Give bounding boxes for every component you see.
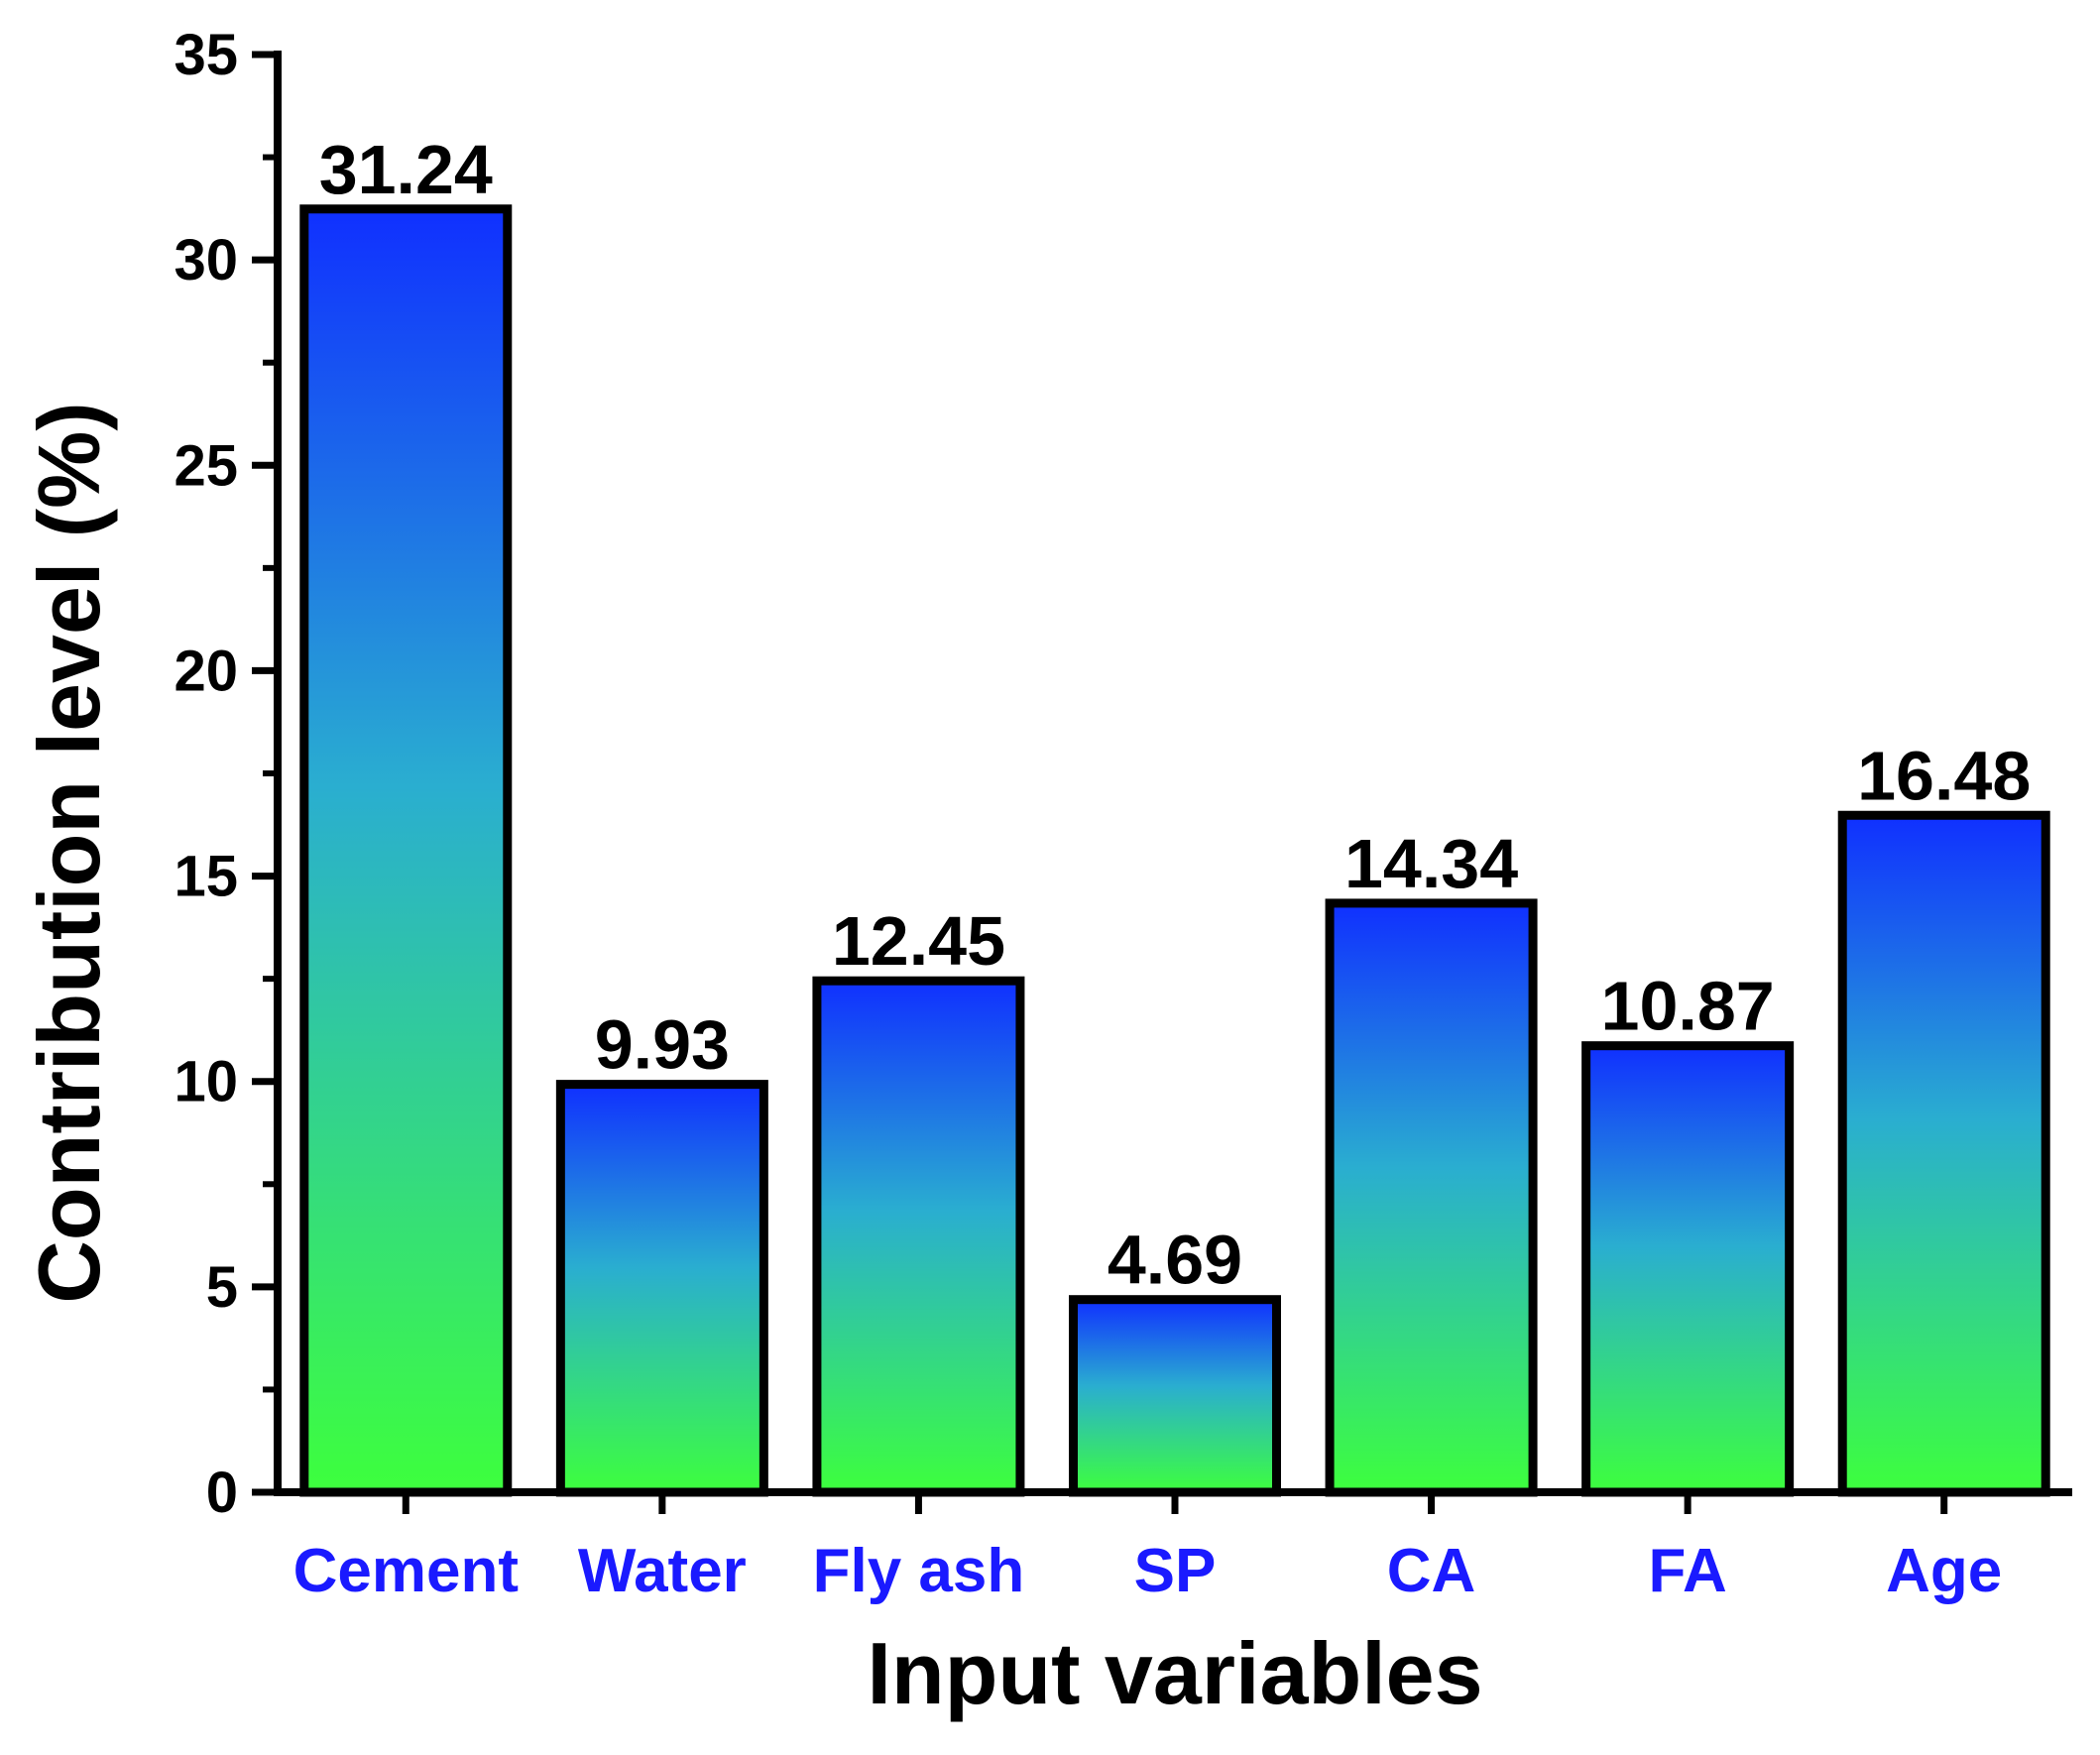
value-label: 31.24 — [319, 131, 493, 208]
x-tick-label: Age — [1886, 1537, 2002, 1605]
y-tick-label: 0 — [206, 1461, 238, 1525]
y-axis-title: Contribution level (%) — [20, 402, 118, 1303]
value-label: 9.93 — [595, 1006, 730, 1084]
y-tick-label: 10 — [174, 1050, 238, 1114]
x-tick-label: Cement — [293, 1537, 519, 1605]
bar-fa — [1581, 1041, 1795, 1497]
y-tick-label: 20 — [174, 639, 238, 703]
value-labels-layer: 31.24 9.93 12.45 4.69 14.34 10.87 16.48 — [319, 131, 2032, 1299]
x-ticks-layer: Cement Water Fly ash SP CA FA Age — [293, 1492, 2002, 1605]
value-label: 16.48 — [1857, 737, 2031, 814]
x-tick-label: SP — [1134, 1537, 1217, 1605]
y-tick-label: 35 — [174, 23, 238, 87]
y-tick-label: 5 — [206, 1255, 238, 1320]
bar-sp — [1069, 1295, 1281, 1497]
value-label: 4.69 — [1108, 1222, 1242, 1299]
value-label: 10.87 — [1601, 968, 1775, 1045]
bar-water — [555, 1080, 768, 1497]
x-tick-label: FA — [1649, 1537, 1727, 1605]
bar-ca — [1325, 898, 1538, 1497]
y-tick-label: 15 — [174, 845, 238, 909]
x-tick-label: Water — [578, 1537, 747, 1605]
value-label: 14.34 — [1344, 825, 1518, 902]
x-axis-title: Input variables — [867, 1624, 1482, 1722]
value-label: 12.45 — [832, 902, 1005, 980]
bar-cement — [299, 204, 513, 1497]
x-tick-label: CA — [1387, 1537, 1476, 1605]
bar-fly-ash — [812, 976, 1025, 1497]
y-tick-label: 30 — [174, 228, 238, 292]
y-ticks-layer: 0 5 10 15 20 25 30 35 — [174, 23, 278, 1525]
bar-age — [1837, 810, 2050, 1497]
bars-layer — [299, 204, 2050, 1497]
x-tick-label: Fly ash — [813, 1537, 1025, 1605]
y-tick-label: 25 — [174, 433, 238, 498]
